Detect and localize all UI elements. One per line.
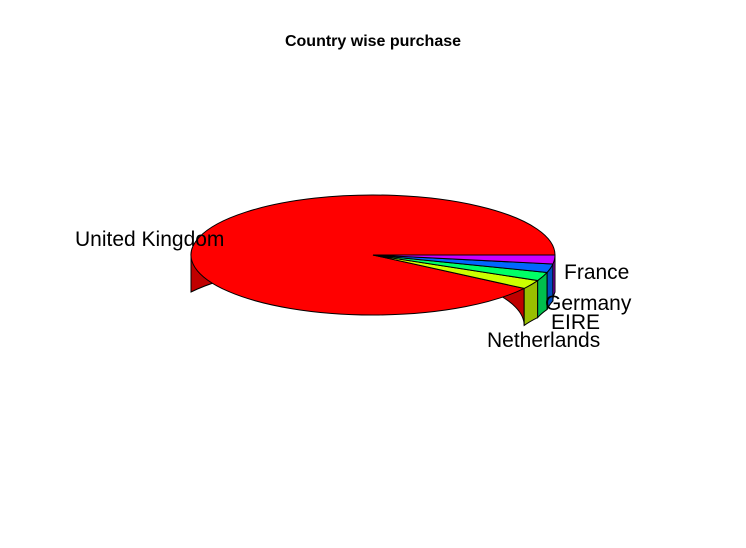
- slice-label-united-kingdom: United Kingdom: [75, 228, 224, 251]
- slice-label-eire: EIRE: [551, 311, 600, 334]
- slice-label-france: France: [564, 261, 629, 284]
- pie-tops: [190, 194, 556, 316]
- pie-slice-france: [372, 254, 556, 265]
- chart-title: Country wise purchase: [285, 33, 461, 50]
- slice-label-germany: Germany: [545, 292, 632, 315]
- slice-label-netherlands: Netherlands: [487, 329, 600, 352]
